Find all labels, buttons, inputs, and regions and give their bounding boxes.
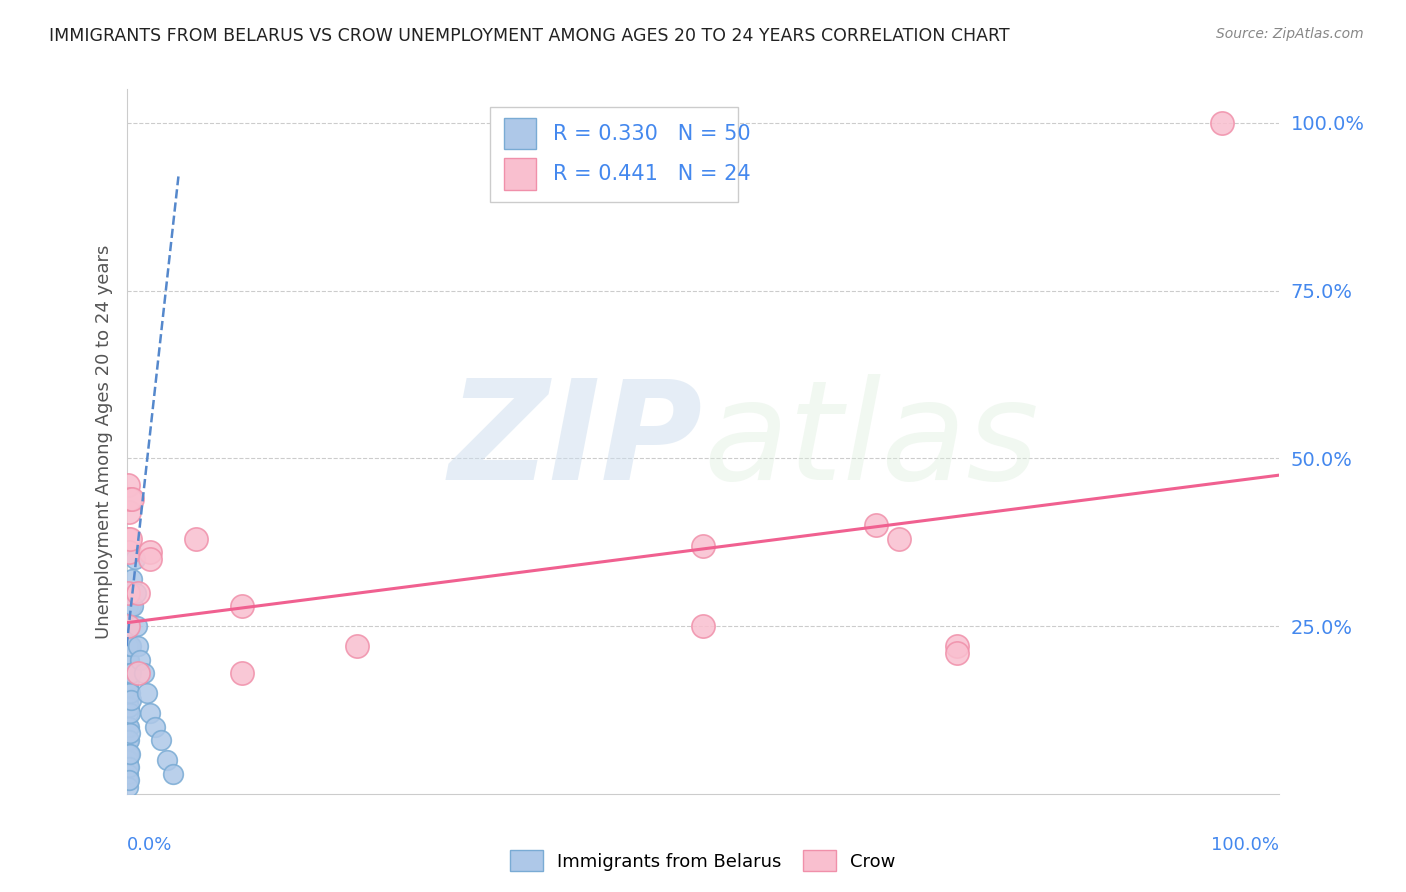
Point [127, 585, 149, 599]
Point [118, 686, 141, 700]
Point [117, 733, 139, 747]
Point [121, 572, 143, 586]
Text: 100.0%: 100.0% [1212, 836, 1279, 855]
Point [150, 733, 173, 747]
Y-axis label: Unemployment Among Ages 20 to 24 years: Unemployment Among Ages 20 to 24 years [94, 244, 112, 639]
Point [132, 666, 155, 681]
Point [122, 599, 145, 613]
Point [117, 653, 139, 667]
Point [118, 720, 141, 734]
Point [118, 747, 141, 761]
Point [117, 666, 139, 681]
Point [117, 780, 139, 794]
Point [118, 532, 141, 546]
Point [692, 619, 714, 633]
Point [117, 532, 139, 546]
Point [120, 599, 142, 613]
Point [945, 646, 967, 660]
Point [136, 686, 159, 700]
Point [118, 619, 141, 633]
Point [127, 639, 149, 653]
Point [117, 773, 139, 788]
Point [120, 639, 142, 653]
Point [117, 680, 139, 694]
Point [118, 760, 141, 774]
Text: atlas: atlas [703, 374, 1039, 509]
Point [118, 686, 141, 700]
Point [156, 753, 179, 767]
Point [127, 666, 149, 681]
Point [118, 653, 141, 667]
Text: ZIP: ZIP [449, 374, 703, 509]
Point [118, 505, 141, 519]
Point [117, 706, 139, 721]
Point [117, 619, 139, 633]
Text: 0.0%: 0.0% [127, 836, 172, 855]
Text: R = 0.441   N = 24: R = 0.441 N = 24 [553, 164, 751, 184]
Point [118, 726, 141, 740]
Point [117, 760, 139, 774]
Point [118, 747, 141, 761]
Point [117, 585, 139, 599]
Point [231, 599, 253, 613]
Point [117, 720, 139, 734]
Point [117, 747, 139, 761]
Point [117, 478, 139, 492]
Point [145, 720, 166, 734]
Text: Source: ZipAtlas.com: Source: ZipAtlas.com [1216, 27, 1364, 41]
Point [125, 619, 148, 633]
Point [346, 639, 368, 653]
Point [865, 518, 887, 533]
Text: IMMIGRANTS FROM BELARUS VS CROW UNEMPLOYMENT AMONG AGES 20 TO 24 YEARS CORRELATI: IMMIGRANTS FROM BELARUS VS CROW UNEMPLOY… [49, 27, 1010, 45]
Point [118, 699, 141, 714]
Point [125, 585, 148, 599]
FancyBboxPatch shape [503, 118, 536, 150]
Point [1211, 116, 1233, 130]
Point [121, 491, 143, 506]
Point [231, 666, 253, 681]
Point [887, 532, 910, 546]
Point [129, 653, 152, 667]
Point [118, 545, 141, 559]
Point [138, 552, 160, 566]
Point [117, 766, 139, 780]
Point [692, 539, 714, 553]
Point [138, 706, 160, 721]
Point [162, 766, 184, 780]
Point [117, 693, 139, 707]
FancyBboxPatch shape [503, 158, 536, 190]
Point [117, 753, 139, 767]
Point [118, 491, 141, 506]
Point [118, 639, 141, 653]
Point [117, 639, 139, 653]
Point [118, 706, 141, 721]
Point [118, 733, 141, 747]
Point [118, 773, 141, 788]
Point [118, 673, 141, 687]
Point [120, 693, 142, 707]
Point [117, 599, 139, 613]
Legend: Immigrants from Belarus, Crow: Immigrants from Belarus, Crow [503, 843, 903, 879]
Point [118, 666, 141, 681]
Point [120, 666, 142, 681]
Point [184, 532, 207, 546]
Point [124, 552, 146, 566]
FancyBboxPatch shape [489, 107, 738, 202]
Text: R = 0.330   N = 50: R = 0.330 N = 50 [553, 124, 751, 144]
Point [945, 639, 967, 653]
Point [138, 545, 160, 559]
Point [117, 585, 139, 599]
